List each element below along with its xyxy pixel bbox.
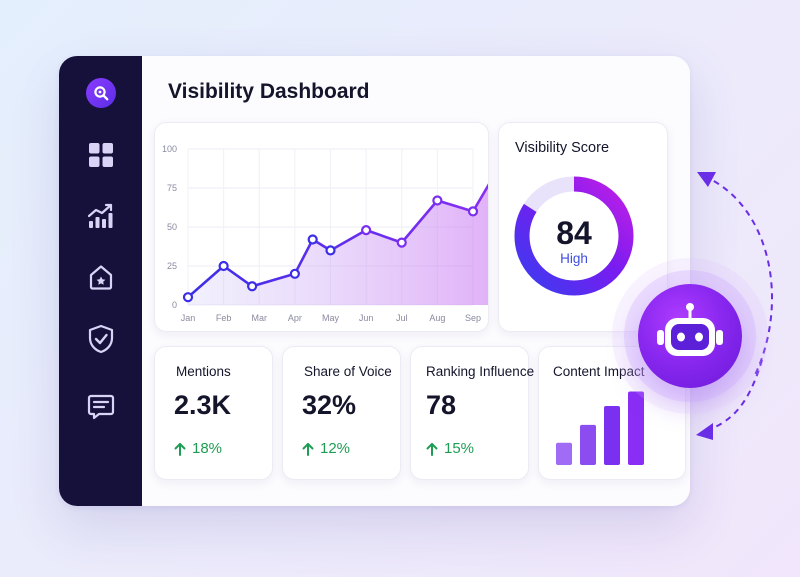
- data-point[interactable]: [396, 237, 407, 248]
- x-tick-label: Aug: [429, 313, 445, 323]
- main-content: Visibility Dashboard 0 25 50 75 100 Jan Feb Mar…: [142, 56, 690, 506]
- visibility-score-card: Visibility Score 84 High: [498, 122, 668, 332]
- message-icon[interactable]: [86, 392, 116, 422]
- data-point[interactable]: [247, 281, 258, 292]
- y-tick-label: 0: [172, 300, 177, 310]
- home-icon[interactable]: [86, 262, 116, 292]
- metric-value: 32%: [302, 390, 357, 420]
- arrow-head-bottom-icon: [696, 423, 713, 440]
- impact-bar-chart: [556, 391, 644, 465]
- grid-icon[interactable]: [86, 140, 116, 170]
- score-value: 84: [556, 215, 592, 251]
- score-ring: [514, 176, 634, 296]
- metric-label: Share of Voice: [304, 364, 392, 379]
- metric-trend-value: 18%: [192, 440, 223, 457]
- x-tick-label: Feb: [216, 313, 232, 323]
- metric-value: 2.3K: [174, 390, 232, 420]
- x-tick-label: Apr: [288, 313, 302, 323]
- metric-label: Ranking Influence: [426, 364, 535, 379]
- y-tick-label: 50: [167, 222, 177, 232]
- trend-chart: 0 25 50 75 100 Jan Feb Mar Apr May Jun Jul Aug Sep: [162, 144, 507, 323]
- shield-check-icon[interactable]: [86, 324, 116, 354]
- trend-chart-card: 0 25 50 75 100 Jan Feb Mar Apr May Jun Jul Aug Sep: [154, 122, 507, 332]
- page-title: Visibility Dashboard: [168, 80, 370, 103]
- robot-icon: [657, 303, 723, 356]
- x-tick-label: Mar: [252, 313, 268, 323]
- assistant-bot-button[interactable]: [638, 284, 742, 388]
- metric-label: Mentions: [176, 364, 231, 379]
- metric-value: 78: [426, 390, 457, 420]
- data-point[interactable]: [361, 225, 372, 236]
- x-tick-label: Sep: [465, 313, 481, 323]
- dashboard-window: Visibility Dashboard 0 25 50 75 100 Jan Feb Mar…: [59, 56, 690, 506]
- data-point[interactable]: [289, 268, 300, 279]
- data-point[interactable]: [467, 206, 479, 217]
- metric-trend: 15%: [426, 440, 474, 457]
- impact-bar: [580, 424, 596, 465]
- chart-trend-icon[interactable]: [86, 201, 116, 231]
- data-point[interactable]: [182, 292, 194, 303]
- score-title: Visibility Score: [515, 140, 610, 156]
- arrow-up-icon: [302, 442, 314, 456]
- x-tick-label: Jul: [396, 313, 408, 323]
- metric-card-share-of-voice: Share of Voice 32% 12%: [282, 346, 401, 480]
- impact-bar: [604, 405, 620, 465]
- data-point[interactable]: [218, 260, 229, 272]
- data-point[interactable]: [432, 195, 443, 206]
- x-tick-label: Jan: [181, 313, 196, 323]
- metric-trend-value: 12%: [320, 440, 351, 457]
- y-tick-label: 100: [162, 144, 177, 154]
- search-logo-icon[interactable]: [86, 78, 116, 108]
- metric-trend-value: 15%: [444, 440, 475, 457]
- metric-trend: 18%: [174, 440, 222, 457]
- impact-bar: [628, 391, 644, 465]
- data-point[interactable]: [307, 234, 318, 245]
- impact-title: Content Impact: [553, 364, 645, 379]
- arrow-head-top-icon: [697, 172, 716, 187]
- metric-card-mentions: Mentions 2.3K 18%: [154, 346, 273, 480]
- score-label: High: [560, 251, 588, 266]
- x-tick-label: May: [322, 313, 340, 323]
- x-tick-label: Jun: [359, 313, 374, 323]
- arrow-up-icon: [174, 442, 186, 456]
- score-ring-arc: [514, 176, 634, 296]
- sidebar: [59, 56, 142, 506]
- metric-card-ranking-influence: Ranking Influence 78 15%: [410, 346, 534, 480]
- y-tick-label: 25: [167, 261, 177, 271]
- data-point[interactable]: [325, 245, 336, 256]
- series-area: [188, 163, 502, 305]
- y-tick-label: 75: [167, 183, 177, 193]
- metric-trend: 12%: [302, 440, 350, 457]
- arrow-up-icon: [426, 442, 438, 456]
- impact-bar: [556, 442, 572, 465]
